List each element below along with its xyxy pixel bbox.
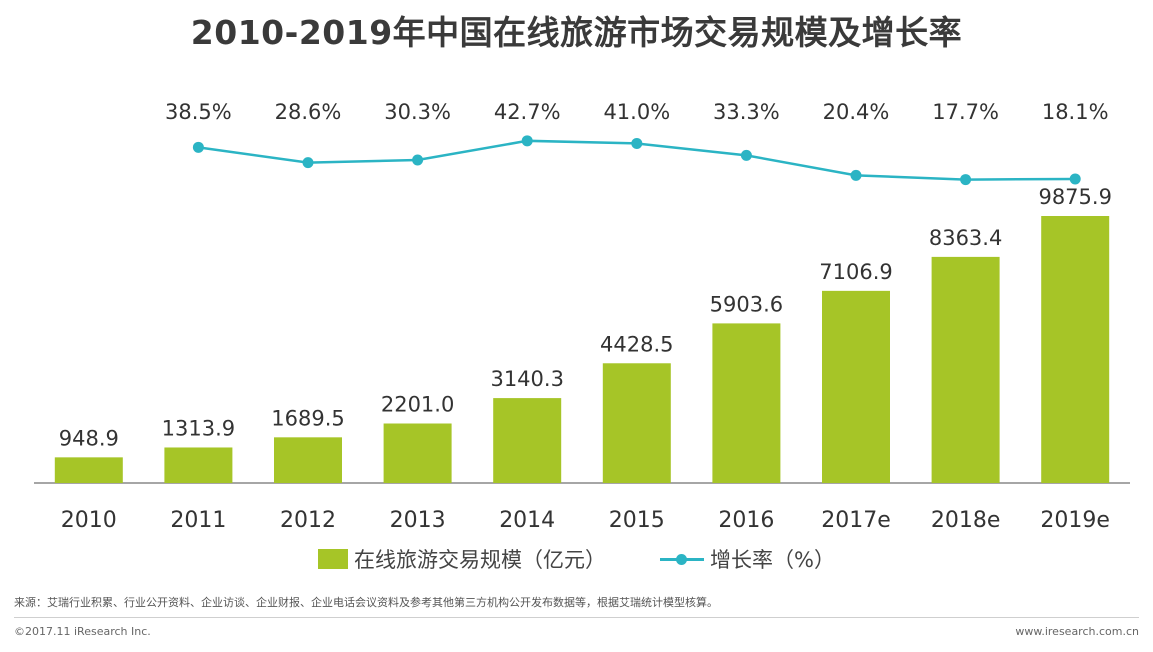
growth-point-2016 xyxy=(740,149,752,161)
bar-value-label-2016: 5903.6 xyxy=(710,292,783,316)
legend-line-label: 增长率（%） xyxy=(710,548,835,572)
x-tick-label-2012: 2012 xyxy=(280,508,336,533)
growth-point-2017e xyxy=(850,169,862,181)
growth-point-2012 xyxy=(302,157,314,169)
growth-label-2015: 41.0% xyxy=(603,100,670,124)
bar-value-label-2015: 4428.5 xyxy=(600,332,673,356)
bar-2016 xyxy=(712,323,781,483)
bar-2012 xyxy=(274,437,342,483)
bar-2015 xyxy=(602,363,671,483)
growth-point-2019e xyxy=(1069,173,1081,185)
growth-label-2012: 28.6% xyxy=(275,100,342,124)
growth-label-2013: 30.3% xyxy=(384,100,451,124)
bar-2011 xyxy=(164,447,233,483)
x-tick-label-2011: 2011 xyxy=(170,508,226,533)
x-tick-label-2013: 2013 xyxy=(390,508,446,533)
bar-2019e xyxy=(1041,216,1110,483)
growth-label-2017e: 20.4% xyxy=(823,100,890,124)
x-tick-label-2016: 2016 xyxy=(718,508,774,533)
bar-value-label-2013: 2201.0 xyxy=(381,392,454,416)
bar-2013 xyxy=(383,423,452,483)
legend-line-swatch xyxy=(660,549,705,569)
bar-2010 xyxy=(54,457,123,483)
x-tick-label-2014: 2014 xyxy=(499,508,555,533)
growth-point-2011 xyxy=(192,141,204,153)
growth-label-2011: 38.5% xyxy=(165,100,232,124)
growth-label-2014: 42.7% xyxy=(494,100,561,124)
growth-label-2016: 33.3% xyxy=(713,100,780,124)
x-tick-label-2019e: 2019e xyxy=(1040,508,1110,533)
growth-label-2019e: 18.1% xyxy=(1042,100,1109,124)
chart-title: 2010-2019年中国在线旅游市场交易规模及增长率 xyxy=(190,13,963,52)
legend: 在线旅游交易规模（亿元） 增长率（%） xyxy=(0,544,1153,574)
copyright-text: ©2017.11 iResearch Inc. xyxy=(14,625,151,638)
legend-entry-bars[interactable]: 在线旅游交易规模（亿元） xyxy=(318,544,606,574)
x-tick-label-2015: 2015 xyxy=(609,508,665,533)
bar-2017e xyxy=(822,290,890,483)
bar-value-label-2018e: 8363.4 xyxy=(929,226,1002,250)
legend-bar-swatch xyxy=(318,549,349,569)
bar-value-label-2012: 1689.5 xyxy=(271,406,344,430)
source-note: 来源：艾瑞行业积累、行业公开资料、企业访谈、企业财报、企业电话会议资料及参考其他… xyxy=(14,596,718,609)
growth-point-2013 xyxy=(412,154,424,166)
bar-2014 xyxy=(493,398,562,483)
bar-value-label-2010: 948.9 xyxy=(59,426,119,450)
growth-point-2014 xyxy=(521,135,533,147)
footer-divider xyxy=(14,617,1139,618)
bar-2018e xyxy=(931,256,1000,483)
bar-value-label-2014: 3140.3 xyxy=(490,367,563,391)
x-tick-label-2018e: 2018e xyxy=(931,508,1001,533)
chart-plot: 948.9 2010 1313.9 2011 1689.5 2012 2201.0 2013 3… xyxy=(34,100,1130,533)
legend-bar-label: 在线旅游交易规模（亿元） xyxy=(354,548,607,572)
legend-entry-line[interactable]: 增长率（%） xyxy=(660,544,835,574)
growth-point-2018e xyxy=(960,174,972,186)
bar-value-label-2019e: 9875.9 xyxy=(1038,185,1111,209)
growth-point-2015 xyxy=(631,137,643,149)
bar-value-label-2011: 1313.9 xyxy=(162,416,235,440)
website-link[interactable]: www.iresearch.com.cn xyxy=(1015,625,1139,638)
x-tick-label-2017e: 2017e xyxy=(821,508,891,533)
bar-value-label-2017e: 7106.9 xyxy=(819,260,892,284)
growth-label-2018e: 17.7% xyxy=(932,100,999,124)
x-tick-label-2010: 2010 xyxy=(61,508,117,533)
